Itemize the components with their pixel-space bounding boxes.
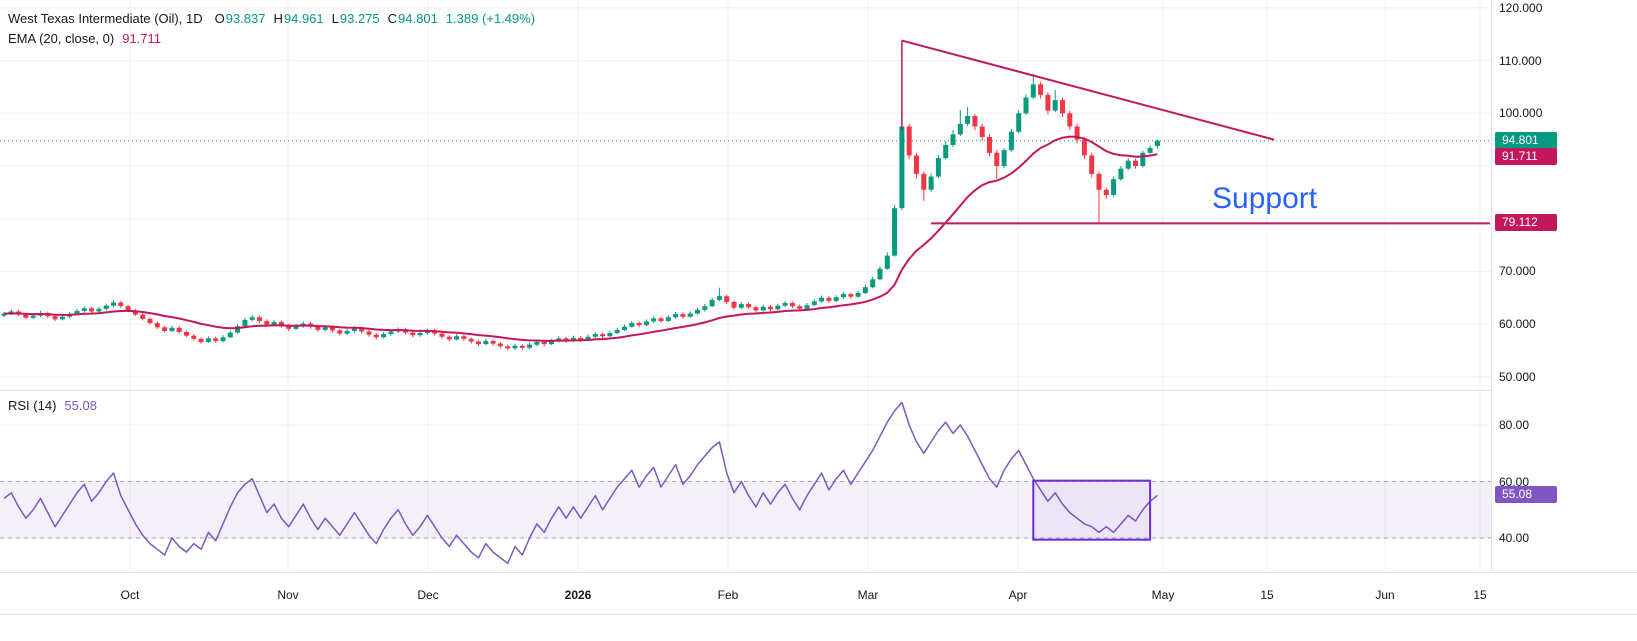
time-label: Dec [417,588,439,602]
time-label: Oct [120,588,140,602]
low-label: L [331,11,339,26]
high-label: H [273,11,283,26]
rsi-rectangle-drawing[interactable] [1032,479,1152,541]
bottom-bar [0,614,1637,641]
price-badge: 79.112 [1495,214,1557,232]
price-tick: 50.000 [1499,369,1536,384]
time-label: Feb [717,588,739,602]
pane-separator[interactable] [0,390,1637,391]
rsi-tick: 60.00 [1499,474,1530,489]
low-value: 93.275 [339,11,380,26]
price-tick: 60.000 [1499,317,1536,332]
time-label: 2026 [564,588,592,602]
symbol-legend[interactable]: West Texas Intermediate (Oil), 1D O 93.83… [8,11,535,26]
price-axis[interactable]: 120.000 110.000 100.000 70.000 60.000 50.000 8… [1491,0,1637,572]
support-text-annotation[interactable]: Support [1212,182,1318,215]
chart-panes: West Texas Intermediate (Oil), 1D O 93.83… [0,0,1492,572]
change-value: 1.389 (+1.49%) [445,11,536,26]
time-label: 15 [1473,588,1487,602]
close-label: C [387,11,398,26]
close-value: 94.801 [398,11,438,26]
rsi-tick: 40.00 [1499,531,1530,545]
symbol-title: West Texas Intermediate (Oil), 1D [8,11,203,26]
rsi-value: 55.08 [64,398,97,413]
ema-label: EMA (20, close, 0) [8,31,115,46]
time-label: 15 [1260,588,1274,602]
rsi-tick: 80.00 [1499,418,1530,432]
rsi-badge: 55.08 [1495,486,1557,504]
time-label: Jun [1375,588,1395,602]
price-tick: 70.000 [1499,264,1536,279]
price-badge: 91.711 [1495,147,1557,165]
time-label: Mar [857,588,879,602]
time-axis[interactable]: Oct Nov Dec 2026 Feb Mar Apr May 15 Jun 15 [0,572,1637,615]
rsi-line [3,401,1158,565]
time-label: Apr [1008,588,1028,602]
ema-line [3,135,1158,342]
price-tick: 100.000 [1499,106,1543,121]
rsi-label: RSI (14) [8,398,57,413]
time-label: Nov [277,588,299,602]
high-value: 94.961 [283,11,324,26]
time-label: May [1151,588,1175,602]
price-tick: 110.000 [1499,53,1542,68]
rsi-legend[interactable]: RSI (14) 55.08 [8,398,97,413]
price-badge: 94.801 [1495,131,1557,149]
descending-trendline[interactable] [901,39,1275,141]
open-label: O [214,11,225,26]
ema-value: 91.711 [122,31,162,46]
open-value: 93.837 [225,11,266,26]
ema-legend[interactable]: EMA (20, close, 0) 91.711 [8,31,161,46]
chart-canvas[interactable] [0,0,1492,572]
price-tick: 120.000 [1499,0,1543,15]
candles-series [1,60,1160,351]
